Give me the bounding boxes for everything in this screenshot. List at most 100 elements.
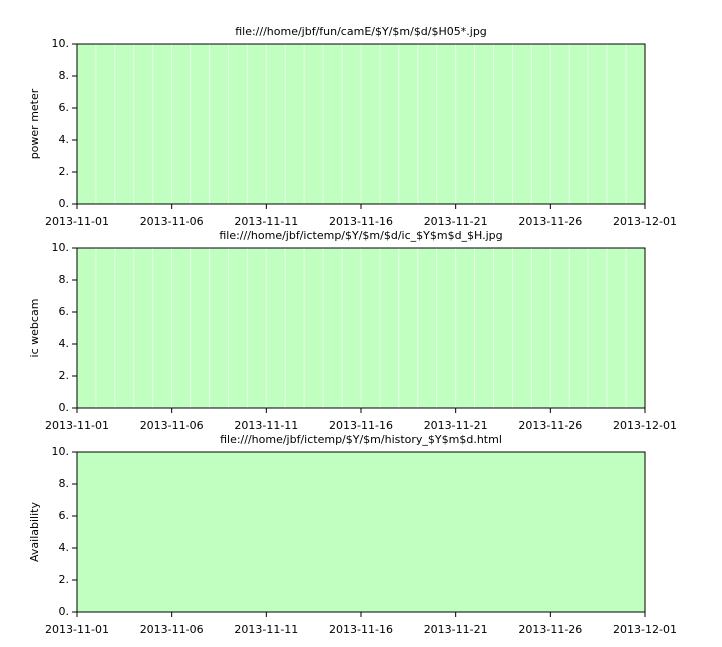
bar xyxy=(436,247,457,409)
bar xyxy=(455,247,476,409)
y-axis-label: power meter xyxy=(28,88,41,159)
x-tick-label: 2013-11-16 xyxy=(329,623,393,636)
x-tick-label: 2013-11-01 xyxy=(45,419,109,432)
bar xyxy=(606,247,627,409)
bar xyxy=(398,451,419,613)
bar xyxy=(530,247,551,409)
y-tick-label: 10. xyxy=(52,241,70,254)
y-tick-label: 0. xyxy=(59,605,70,618)
y-tick-label: 8. xyxy=(59,273,70,286)
y-tick-label: 2. xyxy=(59,165,70,178)
bar xyxy=(133,451,154,613)
bar xyxy=(303,247,324,409)
bar xyxy=(568,247,589,409)
x-tick-label: 2013-11-26 xyxy=(518,419,582,432)
bar xyxy=(568,451,589,613)
chart-title: file:///home/jbf/ictemp/$Y/$m/$d/ic_$Y$m… xyxy=(219,229,502,242)
bar xyxy=(322,451,343,613)
bar xyxy=(171,43,192,205)
y-tick-label: 10. xyxy=(52,445,70,458)
bar xyxy=(436,43,457,205)
bar xyxy=(474,247,495,409)
y-tick-label: 8. xyxy=(59,477,70,490)
x-tick-label: 2013-11-01 xyxy=(45,623,109,636)
bar xyxy=(417,451,438,613)
bar xyxy=(95,43,116,205)
bar xyxy=(417,247,438,409)
x-tick-label: 2013-11-06 xyxy=(140,215,204,228)
x-tick-label: 2013-11-11 xyxy=(234,215,298,228)
bar xyxy=(474,43,495,205)
y-tick-label: 4. xyxy=(59,541,70,554)
bar xyxy=(227,43,248,205)
x-tick-label: 2013-11-16 xyxy=(329,215,393,228)
bar xyxy=(379,247,400,409)
y-tick-label: 4. xyxy=(59,133,70,146)
bar xyxy=(493,451,513,613)
y-tick-label: 0. xyxy=(59,401,70,414)
bar xyxy=(152,43,173,205)
bar xyxy=(171,247,192,409)
bar xyxy=(379,43,400,205)
bar xyxy=(95,247,116,409)
bar xyxy=(190,43,211,205)
bar xyxy=(114,43,135,205)
y-tick-label: 2. xyxy=(59,573,70,586)
bar xyxy=(303,451,324,613)
bar xyxy=(190,451,211,613)
bar xyxy=(549,247,570,409)
bar xyxy=(417,43,438,205)
x-tick-label: 2013-11-26 xyxy=(518,623,582,636)
bar xyxy=(76,43,97,205)
bar xyxy=(455,451,476,613)
bar xyxy=(625,451,646,613)
x-tick-label: 2013-11-16 xyxy=(329,419,393,432)
bar xyxy=(398,247,419,409)
bar xyxy=(625,43,646,205)
bar xyxy=(549,43,570,205)
bar xyxy=(284,451,305,613)
bar xyxy=(530,43,551,205)
bar xyxy=(511,451,532,613)
bar xyxy=(303,43,324,205)
y-axis-label: ic webcam xyxy=(28,299,41,358)
y-tick-label: 6. xyxy=(59,509,70,522)
bar xyxy=(511,43,532,205)
y-tick-label: 6. xyxy=(59,101,70,114)
bar xyxy=(493,43,513,205)
bar xyxy=(227,247,248,409)
bar xyxy=(209,247,229,409)
y-tick-label: 0. xyxy=(59,197,70,210)
bar xyxy=(474,451,495,613)
bar xyxy=(209,451,229,613)
bar xyxy=(587,247,608,409)
bar xyxy=(379,451,400,613)
bar xyxy=(322,43,343,205)
bar xyxy=(493,247,513,409)
bar xyxy=(227,451,248,613)
y-tick-label: 4. xyxy=(59,337,70,350)
bar xyxy=(360,43,381,205)
x-tick-label: 2013-11-01 xyxy=(45,215,109,228)
x-tick-label: 2013-11-21 xyxy=(424,215,488,228)
bar xyxy=(530,451,551,613)
bar xyxy=(246,451,267,613)
x-tick-label: 2013-11-11 xyxy=(234,419,298,432)
bar xyxy=(568,43,589,205)
bar xyxy=(246,247,267,409)
bar xyxy=(322,247,343,409)
bar xyxy=(511,247,532,409)
y-tick-label: 2. xyxy=(59,369,70,382)
bar xyxy=(436,451,457,613)
bar xyxy=(360,247,381,409)
bar xyxy=(76,451,97,613)
bar xyxy=(265,43,286,205)
bar xyxy=(606,451,627,613)
bar xyxy=(625,247,646,409)
bar xyxy=(171,451,192,613)
x-tick-label: 2013-11-21 xyxy=(424,623,488,636)
x-tick-label: 2013-11-26 xyxy=(518,215,582,228)
y-tick-label: 10. xyxy=(52,37,70,50)
bar xyxy=(133,247,154,409)
